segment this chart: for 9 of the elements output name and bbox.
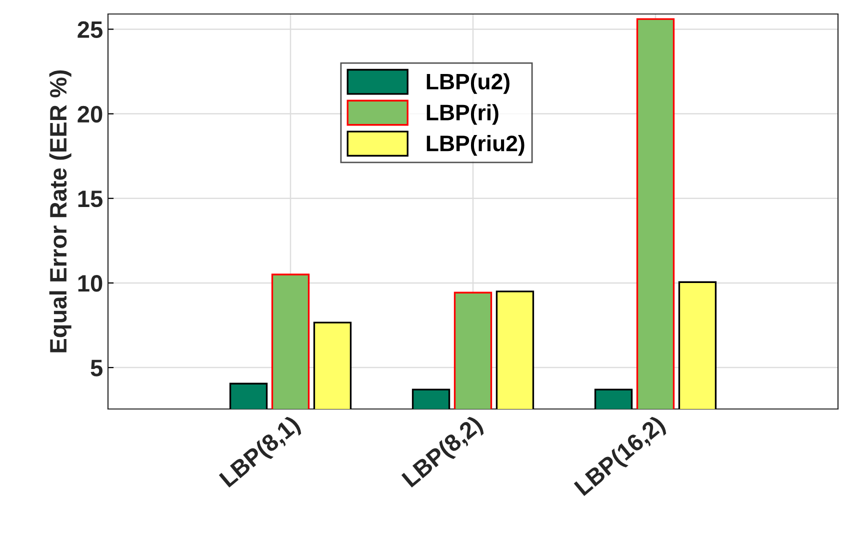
y-tick-label: 10	[78, 275, 102, 292]
y-tick-label: 20	[78, 106, 102, 123]
legend-label: LBP(ri)	[426, 104, 498, 125]
y-tick-label: 25	[78, 21, 102, 38]
y-axis-title: Equal Error Rate (EER %)	[49, 70, 72, 352]
legend-label: LBP(u2)	[426, 73, 510, 94]
y-tick-label: 5	[90, 360, 102, 376]
legend-label: LBP(riu2)	[426, 134, 524, 156]
y-tick-label: 15	[78, 190, 102, 208]
